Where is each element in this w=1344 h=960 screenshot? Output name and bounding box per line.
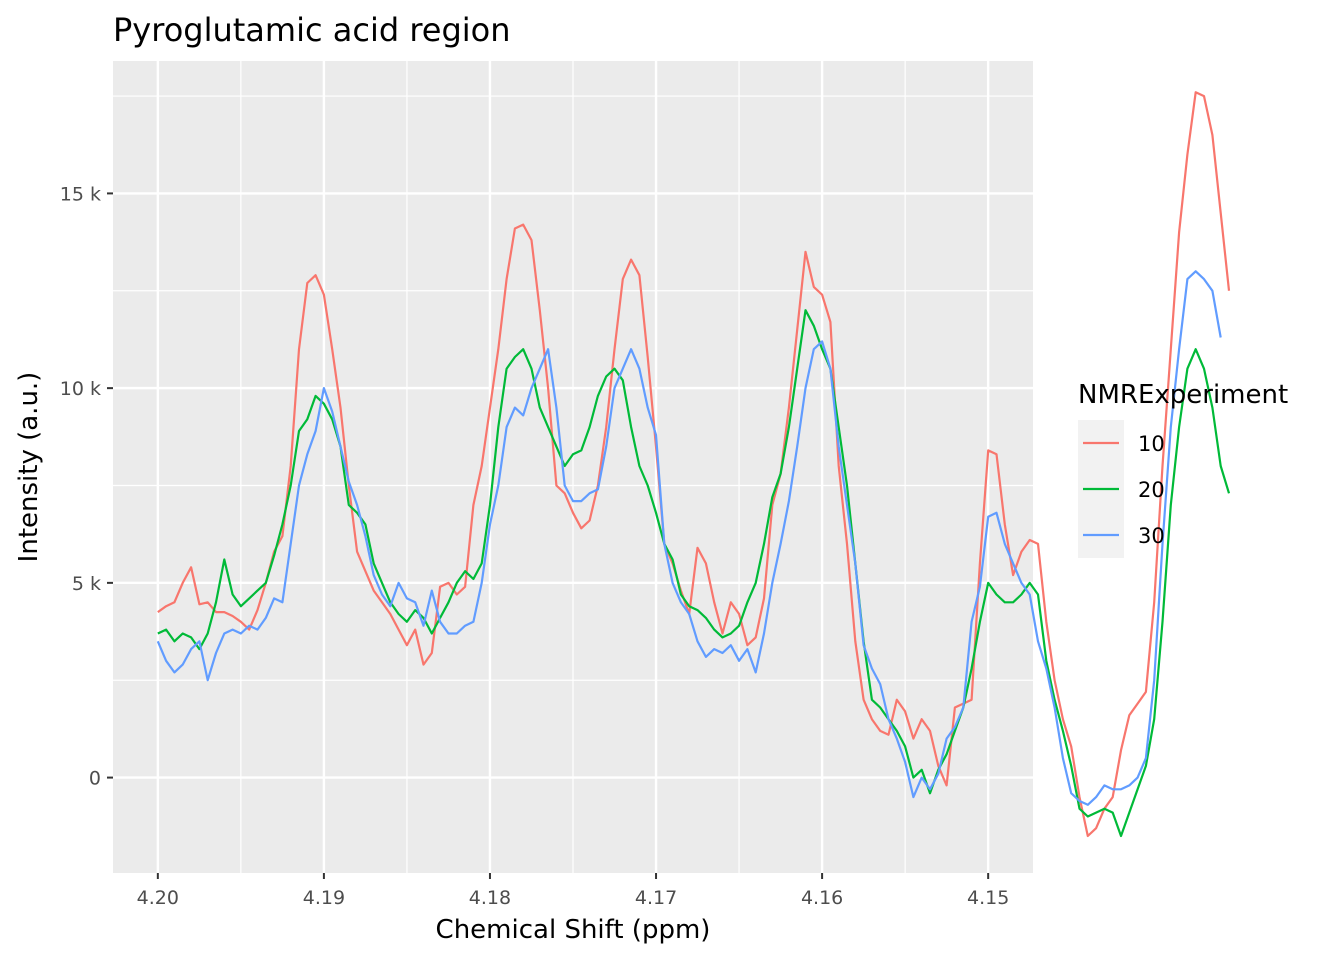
x-tick-label: 4.16: [801, 887, 843, 909]
series-line-10: [157, 91, 1231, 838]
x-tick-label: 4.19: [303, 887, 345, 909]
x-axis: 4.20 4.19 4.18 4.17 4.16 4.15: [137, 873, 1009, 909]
x-tick-label: 4.17: [635, 887, 677, 909]
legend: NMRExperiment 10 20 30: [1078, 380, 1288, 558]
y-axis: 0 5 k 10 k 15 k: [60, 183, 113, 790]
x-tick-label: 4.15: [967, 887, 1009, 909]
legend-label-30: 30: [1138, 524, 1165, 548]
legend-label-10: 10: [1138, 432, 1165, 456]
y-tick-label: 15 k: [60, 183, 101, 205]
chart-title: Pyroglutamic acid region: [113, 11, 511, 49]
x-axis-title: Chemical Shift (ppm): [436, 915, 711, 945]
y-tick-label: 5 k: [72, 573, 101, 595]
y-tick-label: 0: [89, 768, 101, 790]
minor-gridlines: [113, 61, 1033, 876]
x-tick-label: 4.20: [137, 887, 179, 909]
x-tick-label: 4.18: [469, 887, 511, 909]
legend-title: NMRExperiment: [1078, 380, 1288, 410]
y-axis-title: Intensity (a.u.): [14, 372, 44, 563]
legend-items: 10 20 30: [1083, 432, 1165, 548]
legend-label-20: 20: [1138, 478, 1165, 502]
series-line-30: [156, 270, 1222, 806]
series-layer: [156, 91, 1231, 838]
y-tick-label: 10 k: [60, 378, 101, 400]
